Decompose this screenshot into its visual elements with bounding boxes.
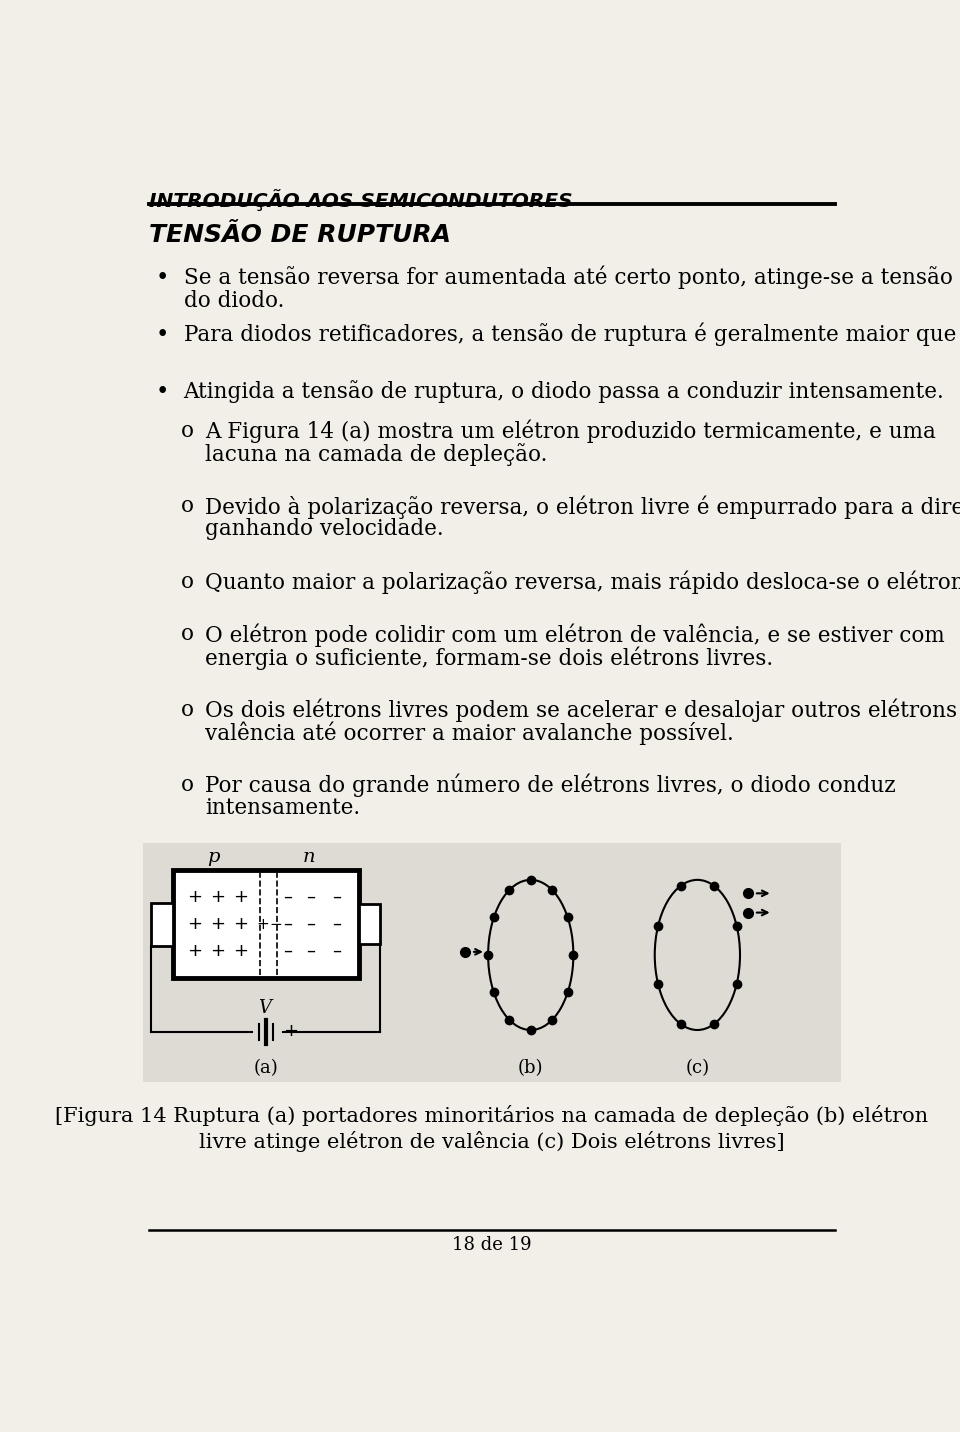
Text: –: – (306, 942, 315, 959)
Text: −: − (269, 916, 281, 932)
Text: +: + (210, 888, 226, 906)
Text: - -: - - (235, 1025, 249, 1038)
Bar (143, 843, 841, 1083)
Text: Para diodos retificadores, a tensão de ruptura é geralmente maior que 50V.: Para diodos retificadores, a tensão de r… (183, 322, 960, 347)
Text: (a): (a) (253, 1060, 278, 1077)
Text: O elétron pode colidir com um elétron de valência, e se estiver com: O elétron pode colidir com um elétron de… (205, 623, 945, 647)
Text: +: + (257, 916, 270, 932)
Text: o: o (180, 495, 194, 517)
Text: –: – (332, 915, 341, 934)
Text: p: p (207, 848, 220, 866)
Text: o: o (180, 420, 194, 442)
Text: Devido à polarização reversa, o elétron livre é empurrado para a direita,: Devido à polarização reversa, o elétron … (205, 495, 960, 518)
Bar (359, 904, 380, 944)
Text: +: + (210, 915, 226, 934)
Bar (151, 902, 173, 945)
Text: –: – (283, 915, 293, 934)
Text: Se a tensão reversa for aumentada até certo ponto, atinge-se a tensão de ruptura: Se a tensão reversa for aumentada até ce… (183, 266, 960, 289)
Text: +: + (210, 942, 226, 959)
Text: livre atinge elétron de valência (c) Dois elétrons livres]: livre atinge elétron de valência (c) Doi… (199, 1131, 785, 1153)
Text: valência até ocorrer a maior avalanche possível.: valência até ocorrer a maior avalanche p… (205, 722, 734, 745)
Text: •: • (156, 322, 169, 345)
Text: •: • (156, 266, 169, 289)
Text: –: – (283, 888, 293, 906)
Text: –: – (332, 888, 341, 906)
Text: Quanto maior a polarização reversa, mais rápido desloca-se o elétron.: Quanto maior a polarização reversa, mais… (205, 571, 960, 594)
Text: +: + (187, 915, 202, 934)
Text: –: – (306, 888, 315, 906)
Text: 18 de 19: 18 de 19 (452, 1236, 532, 1254)
Text: o: o (180, 773, 194, 796)
Text: Por causa do grande número de elétrons livres, o diodo conduz: Por causa do grande número de elétrons l… (205, 773, 896, 798)
Text: lacuna na camada de depleção.: lacuna na camada de depleção. (205, 442, 547, 465)
Text: +: + (187, 888, 202, 906)
Text: V: V (257, 998, 271, 1017)
Text: o: o (180, 623, 194, 644)
Text: (b): (b) (518, 1060, 543, 1077)
Text: –: – (306, 915, 315, 934)
Text: do diodo.: do diodo. (183, 291, 284, 312)
Text: o: o (180, 571, 194, 593)
Text: o: o (180, 699, 194, 720)
Text: Os dois elétrons livres podem se acelerar e desalojar outros elétrons de: Os dois elétrons livres podem se acelera… (205, 699, 960, 722)
Bar (173, 871, 359, 978)
Text: Atingida a tensão de ruptura, o diodo passa a conduzir intensamente.: Atingida a tensão de ruptura, o diodo pa… (183, 379, 945, 402)
Text: INTRODUÇÃO AOS SEMICONDUTORES: INTRODUÇÃO AOS SEMICONDUTORES (150, 189, 573, 211)
Text: intensamente.: intensamente. (205, 798, 360, 819)
Text: n: n (302, 848, 315, 866)
Text: –: – (283, 942, 293, 959)
Text: –: – (332, 942, 341, 959)
Text: A Figura 14 (a) mostra um elétron produzido termicamente, e uma: A Figura 14 (a) mostra um elétron produz… (205, 420, 936, 444)
Text: TENSÃO DE RUPTURA: TENSÃO DE RUPTURA (150, 223, 451, 248)
Text: +: + (283, 1022, 298, 1040)
Text: [Figura 14 Ruptura (a) portadores minoritários na camada de depleção (b) elétron: [Figura 14 Ruptura (a) portadores minori… (56, 1106, 928, 1126)
Text: +: + (233, 888, 249, 906)
Text: +: + (233, 942, 249, 959)
Text: energia o suficiente, formam-se dois elétrons livres.: energia o suficiente, formam-se dois elé… (205, 646, 774, 670)
Text: +: + (233, 915, 249, 934)
Text: ganhando velocidade.: ganhando velocidade. (205, 518, 444, 540)
Text: •: • (156, 379, 169, 402)
Text: (c): (c) (685, 1060, 709, 1077)
Text: +: + (187, 942, 202, 959)
